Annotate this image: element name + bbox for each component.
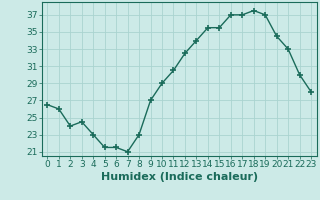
X-axis label: Humidex (Indice chaleur): Humidex (Indice chaleur): [100, 172, 258, 182]
